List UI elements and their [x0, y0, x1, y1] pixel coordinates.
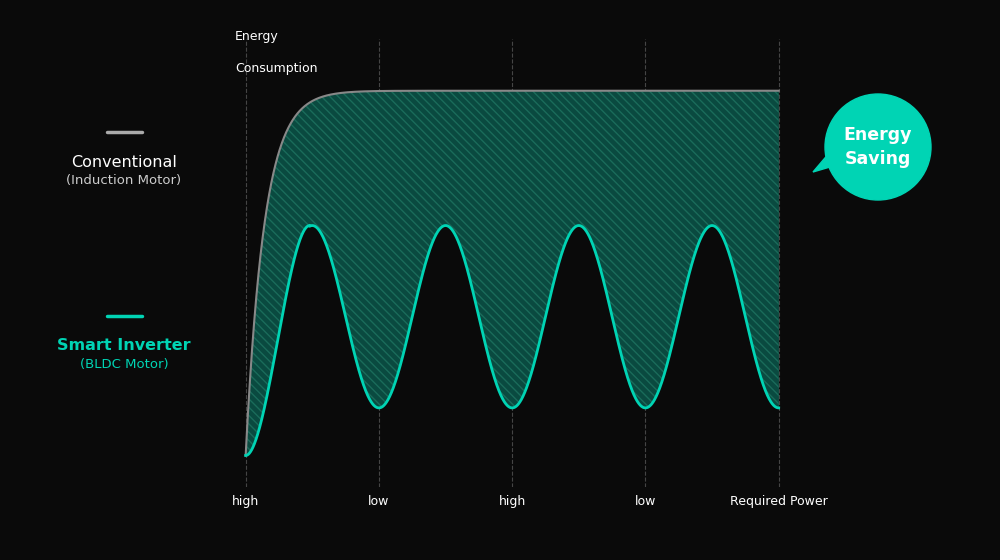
Text: Required Power: Required Power	[730, 495, 828, 508]
Text: Smart Inverter: Smart Inverter	[57, 338, 191, 353]
Text: low: low	[635, 495, 656, 508]
Text: high: high	[499, 495, 526, 508]
Text: Energy: Energy	[235, 30, 279, 43]
Text: Energy
Saving: Energy Saving	[844, 126, 912, 168]
Text: high: high	[232, 495, 259, 508]
Text: (Induction Motor): (Induction Motor)	[66, 174, 182, 187]
Text: Consumption: Consumption	[235, 62, 318, 75]
Text: low: low	[368, 495, 390, 508]
Circle shape	[825, 94, 931, 200]
Text: Conventional: Conventional	[71, 155, 177, 170]
Polygon shape	[813, 152, 830, 172]
Text: (BLDC Motor): (BLDC Motor)	[80, 358, 168, 371]
